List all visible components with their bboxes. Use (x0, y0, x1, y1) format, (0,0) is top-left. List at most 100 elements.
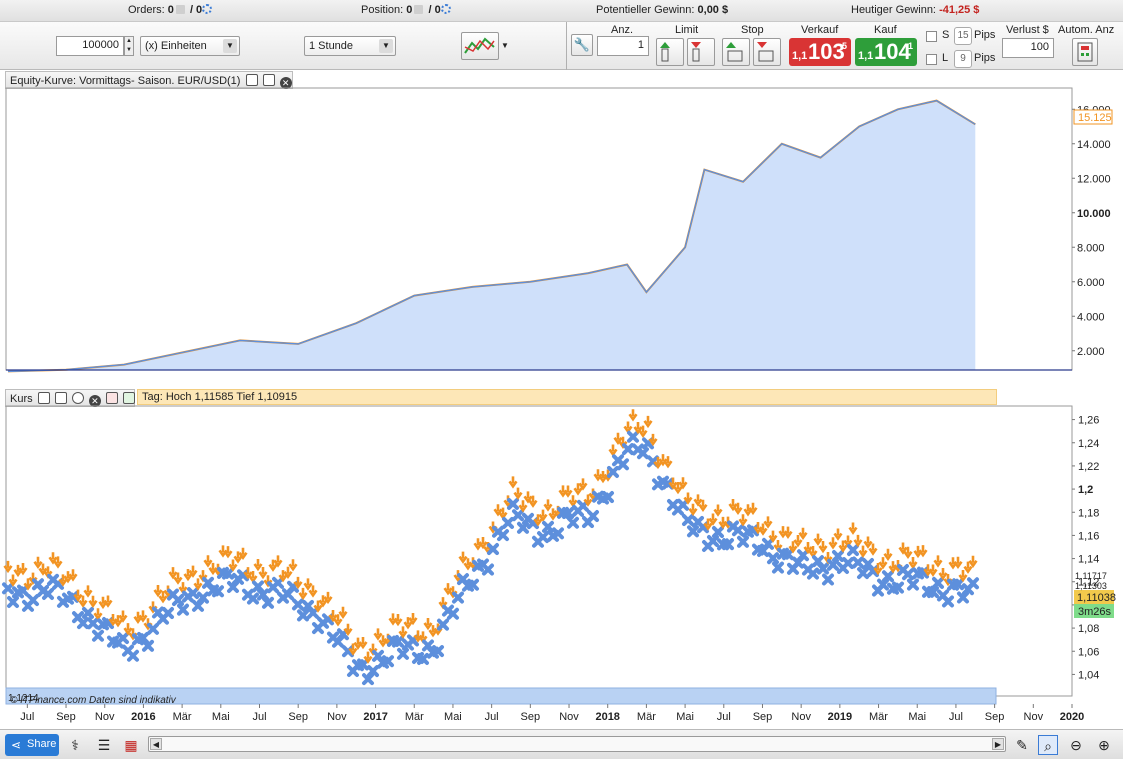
buy-signal-mark (798, 527, 808, 540)
buy-signal-mark (38, 563, 48, 576)
zoom-out-icon[interactable]: ⊖ (1070, 737, 1082, 753)
sell-button[interactable]: 1,1 103 5 (789, 38, 851, 66)
wrench-icon[interactable] (245, 74, 258, 86)
limit-buy-button[interactable] (656, 38, 684, 66)
x-axis-label: Jul (949, 711, 963, 723)
grid-icon[interactable]: ▦ (124, 737, 138, 753)
sell-signal-mark (517, 521, 529, 534)
close-icon[interactable]: ✕ (88, 395, 101, 407)
buy-signal-mark (243, 567, 253, 580)
x-axis-label: Mär (173, 711, 192, 723)
price-y-tick: 1,12 (1078, 577, 1099, 589)
close-icon[interactable] (175, 5, 185, 14)
buy-signal-mark (918, 545, 928, 558)
quantity-input[interactable]: 100000 (56, 36, 124, 56)
zoom-in-icon[interactable]: ⊕ (1098, 737, 1110, 753)
buy-signal-mark (93, 608, 103, 621)
sell-signal-mark (487, 543, 499, 556)
sell-signal-mark (567, 516, 579, 529)
x-axis-label: Mai (908, 711, 926, 723)
sell-signal-mark (272, 576, 284, 589)
close-icon[interactable] (414, 5, 424, 14)
limit-sell-button[interactable] (687, 38, 715, 66)
sell-signal-mark (87, 617, 99, 630)
scroll-left-icon[interactable]: ◀ (150, 738, 162, 750)
stop-buy-button[interactable] (722, 38, 750, 66)
buy-signal-mark (653, 456, 663, 470)
auto-quantity-button[interactable] (1072, 38, 1098, 66)
chevron-down-icon: ▼ (379, 39, 393, 53)
buy-signal-mark (708, 513, 718, 526)
sell-signal-mark (507, 497, 519, 510)
buy-signal-mark (203, 555, 213, 568)
timeframe-select[interactable]: 1 Stunde ▼ (304, 36, 396, 56)
sell-signal-mark (397, 647, 409, 660)
arrow-down-icon[interactable] (105, 392, 118, 404)
buy-button[interactable]: 1,1 104 1 (855, 38, 917, 66)
price-chart[interactable]: 1,261,241,221,21,181,161,141,121,11,081,… (0, 388, 1123, 729)
scroll-right-icon[interactable]: ▶ (992, 738, 1004, 750)
buy-signal-mark (748, 502, 758, 516)
equity-y-tick: 10.000 (1077, 208, 1111, 220)
timer-badge-value: 3m26s (1078, 606, 1112, 618)
loss-input[interactable]: 100 (1002, 38, 1054, 58)
l-pips-input[interactable]: 9 (954, 50, 972, 68)
buy-signal-mark (63, 571, 73, 584)
sell-signal-mark (617, 458, 629, 471)
price-badge-value: 1,11038 (1077, 592, 1116, 604)
buy-signal-mark (513, 487, 523, 500)
buy-signal-mark (628, 409, 638, 422)
window-icon[interactable] (262, 74, 275, 86)
price-marks (2, 409, 979, 686)
price-panel-title: Kurs (10, 393, 33, 405)
sell-signal-mark (357, 658, 369, 671)
buy-signal-mark (813, 533, 823, 546)
gear-icon[interactable] (202, 4, 213, 14)
quantity-stepper[interactable]: ▲ ▼ (124, 36, 134, 56)
price-y-tick: 1,16 (1078, 530, 1099, 542)
list-icon[interactable]: ☰ (97, 737, 111, 753)
buy-signal-mark (853, 534, 863, 548)
sell-signal-mark (252, 580, 264, 593)
close-icon[interactable]: ✕ (279, 77, 292, 89)
sell-signal-mark (622, 443, 634, 456)
sell-signal-mark (392, 635, 404, 648)
stop-checkbox[interactable] (926, 31, 937, 42)
arrow-up-icon[interactable] (123, 392, 135, 404)
stop-sell-button[interactable] (753, 38, 781, 66)
wrench-icon[interactable]: 🔧 (571, 34, 593, 56)
bell-icon[interactable] (71, 392, 84, 404)
gear-icon[interactable] (440, 4, 451, 14)
buy-signal-mark (278, 570, 288, 583)
buy-signal-mark (343, 623, 353, 636)
equity-chart[interactable]: 16.00014.00012.00010.0008.0006.0004.0002… (0, 70, 1123, 386)
wrench-icon[interactable] (37, 392, 50, 404)
chevron-down-icon: ▼ (223, 39, 237, 53)
horizontal-scrollbar[interactable]: ◀ ▶ (148, 736, 1006, 752)
limit-checkbox[interactable] (926, 54, 937, 65)
buy-signal-mark (338, 606, 348, 620)
share-button[interactable]: ⋖ Share (5, 734, 59, 756)
zoom-fit-icon[interactable]: ⌕ (1038, 735, 1058, 755)
s-pips-input[interactable]: 15 (954, 27, 972, 45)
status-bar: Orders: 0 / 0 Position: 0 / 0 Potentiell… (0, 0, 1123, 22)
buy-signal-mark (638, 425, 648, 438)
drawing-tool-icon[interactable]: ✎ (1016, 737, 1028, 753)
buy-signal-mark (288, 559, 298, 572)
sell-signal-mark (147, 622, 159, 635)
buy-signal-mark (53, 556, 63, 569)
sell-signal-mark (712, 526, 724, 539)
indicator-menu-button[interactable] (461, 32, 499, 60)
buy-signal-mark (398, 626, 408, 639)
chevron-down-icon[interactable]: ▼ (501, 41, 509, 50)
indicator-icon[interactable]: ⚕ (71, 737, 79, 753)
sell-signal-mark (292, 598, 304, 611)
anz-input[interactable]: 1 (597, 36, 649, 56)
window-icon[interactable] (54, 392, 67, 404)
equity-current-value: 15.125 (1078, 112, 1112, 124)
units-select[interactable]: (x) Einheiten ▼ (140, 36, 240, 56)
limit-sell-icon (691, 42, 701, 62)
sell-signal-mark (137, 631, 149, 644)
x-axis-label: Sep (985, 711, 1005, 723)
sell-signal-mark (482, 563, 494, 576)
